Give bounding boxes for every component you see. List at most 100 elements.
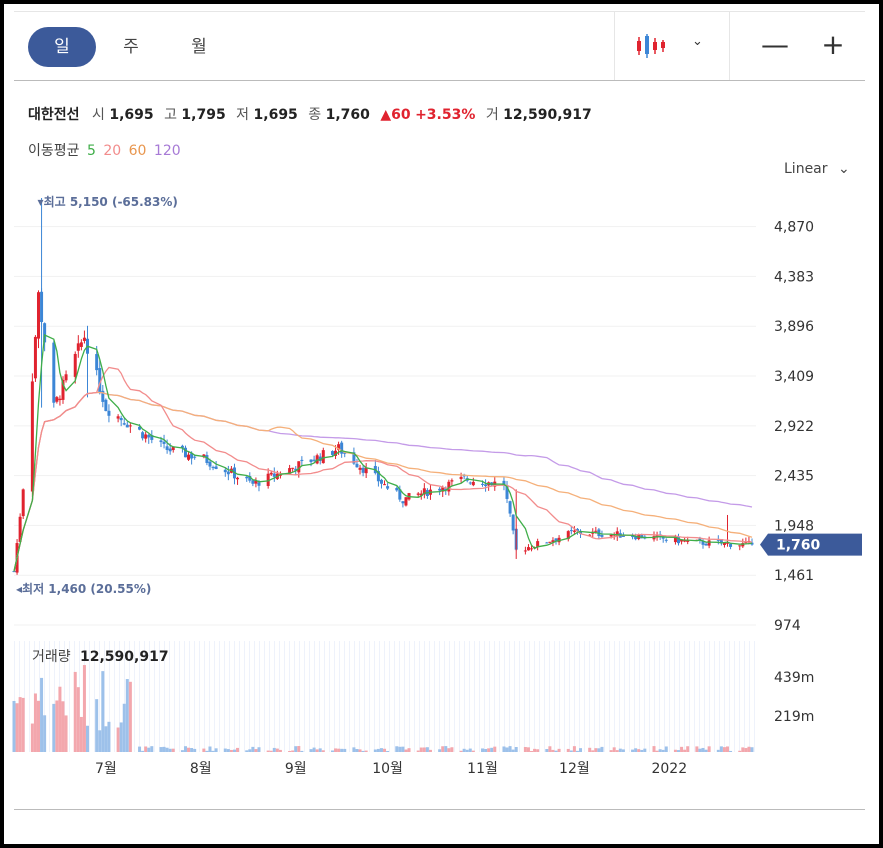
candle-body <box>502 480 506 486</box>
candle-body <box>508 501 512 514</box>
volume-grid-stripe <box>24 641 25 752</box>
volume-bar <box>318 748 322 752</box>
zoom-in-button[interactable]: + <box>821 28 845 61</box>
volume-bar <box>634 748 638 752</box>
volume-grid-stripe <box>184 641 185 752</box>
volume-bar <box>401 746 405 752</box>
volume-grid-stripe <box>489 641 490 752</box>
volume-grid-stripe <box>284 641 285 752</box>
scale-dropdown[interactable]: Linear ⌄ <box>784 161 850 177</box>
volume-title: 거래량 <box>32 649 71 665</box>
period-day-button[interactable]: 일 <box>28 27 96 67</box>
volume-bar <box>640 749 644 752</box>
volume-bar <box>119 722 123 752</box>
candle-body <box>588 534 592 536</box>
candle-body <box>183 447 187 458</box>
volume-bar <box>223 748 227 752</box>
volume-bar <box>588 747 592 752</box>
chevron-down-icon[interactable]: ⌄ <box>692 34 703 49</box>
volume-bar <box>441 746 445 752</box>
period-month-button[interactable]: 월 <box>191 37 207 57</box>
volume-grid-stripe <box>479 641 480 752</box>
candle-body <box>729 543 733 547</box>
volume-grid-stripe <box>379 641 380 752</box>
candle-body <box>615 531 619 537</box>
volume-grid-stripe <box>519 641 520 752</box>
volume-bar <box>594 748 598 752</box>
candle-body <box>18 516 22 543</box>
candle-body <box>422 488 426 495</box>
volume-bar <box>125 679 129 752</box>
volume-bar <box>716 749 720 752</box>
low-value: 1,695 <box>253 107 298 123</box>
candle-body <box>340 442 344 454</box>
high-label: 고 <box>164 107 177 123</box>
candle-body <box>82 337 86 341</box>
volume-bar <box>165 747 169 752</box>
candle-body <box>594 530 598 532</box>
volume-bar <box>450 747 454 752</box>
volume-bar <box>12 700 16 752</box>
volume-bar <box>269 750 273 752</box>
high-annotation: ▾최고 5,150 (-65.83%) <box>38 194 178 209</box>
volume-grid-stripe <box>134 641 135 752</box>
volume-grid-stripe <box>294 641 295 752</box>
volume-bar <box>294 746 298 752</box>
candle-body <box>159 440 163 443</box>
volume-grid-stripe <box>344 641 345 752</box>
volume-grid-stripe <box>454 641 455 752</box>
scale-label: Linear <box>784 161 828 177</box>
volume-bar <box>744 748 748 752</box>
candle-body <box>441 487 445 492</box>
volume-grid-stripe <box>204 641 205 752</box>
volume-bar <box>43 715 47 752</box>
zoom-out-button[interactable]: — <box>761 28 789 61</box>
candle-body <box>208 461 212 467</box>
candle-body <box>450 480 454 482</box>
x-tick-label: 7월 <box>95 761 117 777</box>
volume-bar <box>85 725 89 752</box>
x-tick-label: 9월 <box>285 761 307 777</box>
candle-body <box>254 480 258 484</box>
candle-body <box>698 538 702 540</box>
period-week-button[interactable]: 주 <box>123 37 139 57</box>
volume-grid-stripe <box>644 641 645 752</box>
ma5-label: 5 <box>86 143 96 159</box>
candle-body <box>205 455 209 463</box>
candle-body <box>548 541 552 543</box>
volume-grid-stripe <box>654 641 655 752</box>
volume-grid-stripe <box>614 641 615 752</box>
volume-bar <box>266 750 270 752</box>
volume-bar <box>471 750 475 752</box>
candle-body <box>168 448 172 452</box>
candle-body <box>364 467 368 474</box>
low-label: 저 <box>236 107 250 123</box>
ma120-label: 120 <box>153 143 181 159</box>
candle-body <box>505 486 509 499</box>
candle-body <box>266 473 270 486</box>
candle-body <box>569 530 573 532</box>
volume-grid-stripe <box>719 641 720 752</box>
volume-grid-stripe <box>579 641 580 752</box>
volume-grid-stripe <box>434 641 435 752</box>
volume-grid-stripe <box>279 641 280 752</box>
volume-grid-stripe <box>574 641 575 752</box>
candle-body <box>664 539 668 541</box>
change-value: ▲60 <box>380 107 411 123</box>
volume-bar <box>591 750 595 752</box>
candle-body <box>104 399 108 412</box>
volume-bar <box>21 697 25 752</box>
volume-bar <box>741 747 745 752</box>
volume-grid-stripe <box>149 641 150 752</box>
volume-grid-stripe <box>619 641 620 752</box>
candle-body <box>95 354 99 371</box>
volume-grid-stripe <box>324 641 325 752</box>
volume-bar <box>355 749 359 752</box>
candle-body <box>575 528 579 532</box>
candle-body <box>171 446 175 451</box>
volume-bar <box>214 748 218 752</box>
volume-grid-stripe <box>349 641 350 752</box>
candlestick-icon[interactable] <box>634 32 668 60</box>
volume-bar <box>340 748 344 752</box>
